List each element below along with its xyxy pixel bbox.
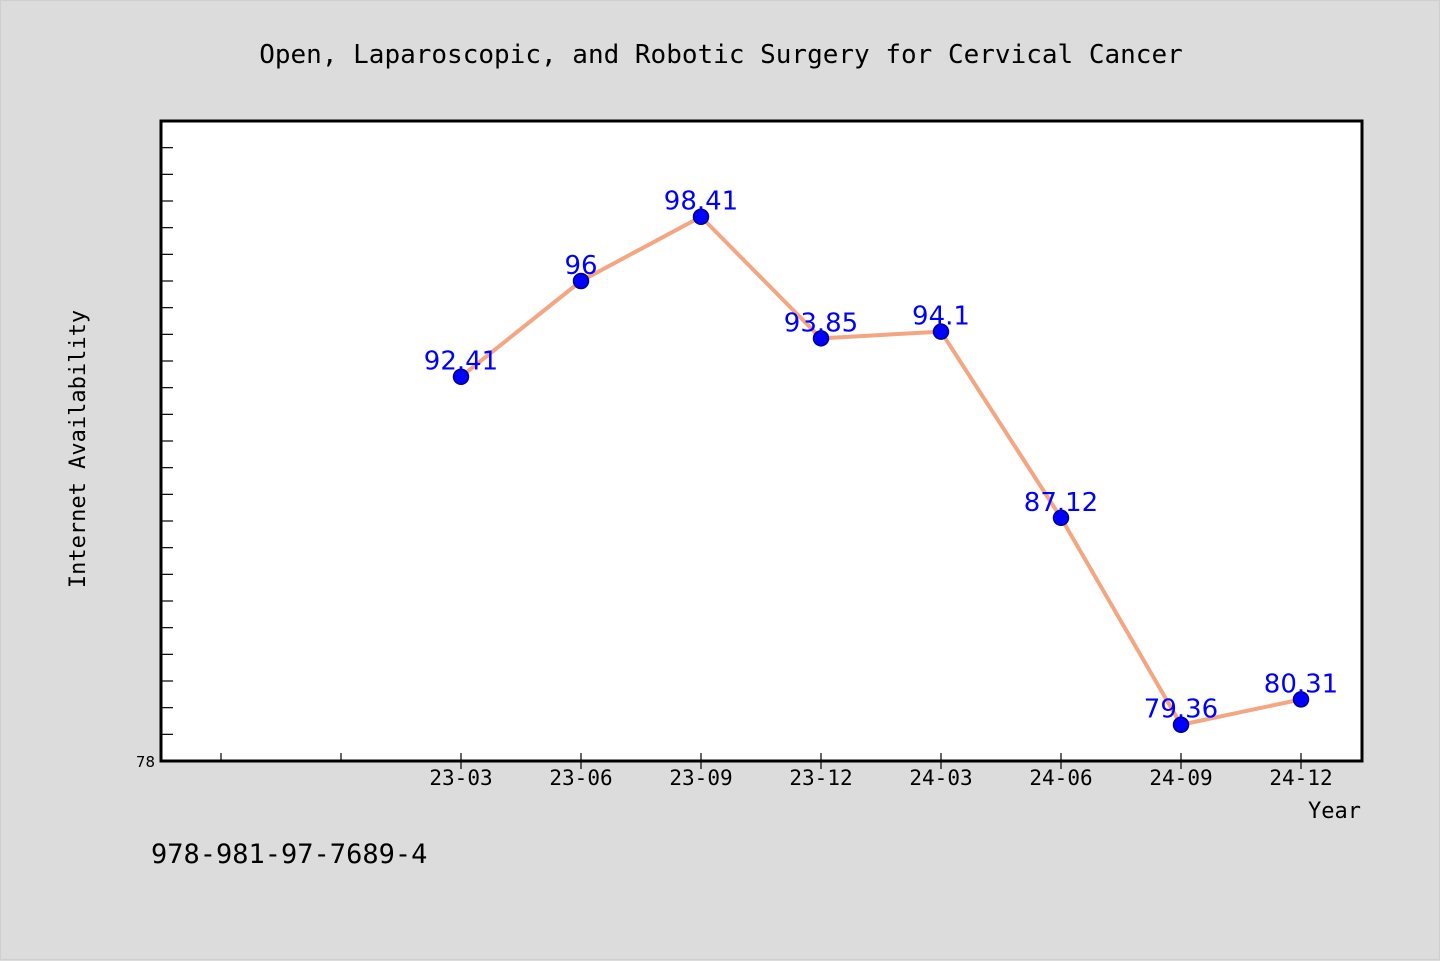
data-point [1172,716,1190,733]
data-point [1292,691,1310,708]
x-axis-tick-labels: 23-03 23-06 23-09 23-12 24-03 24-06 24-09 24-12 [429,766,1332,790]
x-tick-label: 24-12 [1269,766,1332,790]
series-line [459,214,1302,727]
data-label: 92.41 [424,347,498,377]
data-label: 96 [564,251,597,281]
x-tick-label: 23-12 [789,766,852,790]
data-label: 93.85 [784,308,858,338]
data-labels: 92.41 96 98.41 93.85 94.1 87.12 79.36 80.31 [424,187,1338,725]
data-point [572,272,590,290]
x-tick-label: 23-09 [669,766,732,790]
data-label: 79.36 [1144,695,1218,725]
data-markers [452,208,1310,733]
data-point [692,208,710,225]
data-label: 80.31 [1264,669,1338,699]
y-axis-tick-labels: 78 [136,753,155,771]
y-tick-label: 78 [136,753,155,771]
data-point [932,323,950,340]
x-axis-title: Year [1308,799,1361,824]
x-tick-label: 24-06 [1029,766,1092,790]
y-axis-title: Internet Availability [66,310,91,588]
data-point [812,330,830,347]
data-label: 94.1 [912,302,970,332]
x-tick-label: 23-03 [429,766,492,790]
chart-title: Open, Laparoscopic, and Robotic Surgery … [259,40,1183,70]
data-label: 98.41 [664,187,738,217]
data-point [452,368,470,385]
x-axis-ticks [220,753,1302,769]
isbn-text: 978-981-97-7689-4 [151,839,427,870]
data-label: 87.12 [1024,488,1098,518]
x-tick-label: 23-06 [549,766,612,790]
x-tick-label: 24-09 [1149,766,1212,790]
plot-area [159,119,1364,763]
x-tick-label: 24-03 [909,766,972,790]
y-axis-ticks [161,147,173,735]
data-point [1052,509,1070,527]
